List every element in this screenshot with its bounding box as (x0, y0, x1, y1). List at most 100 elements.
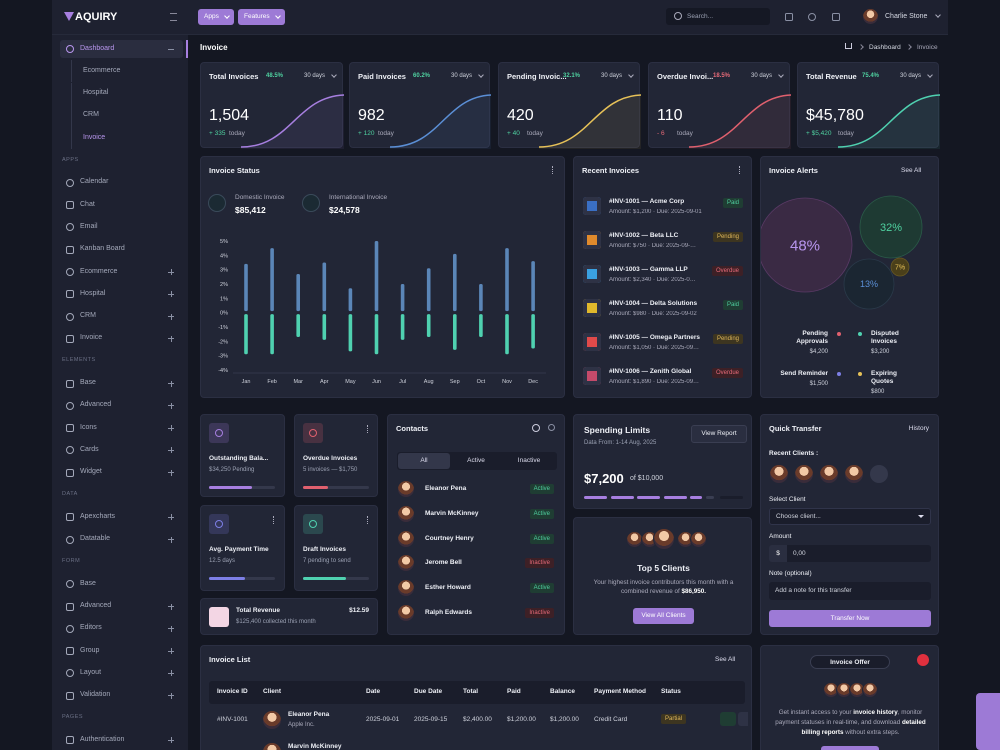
stat-delta-suffix: today (378, 130, 394, 137)
amount-input[interactable]: 0,00 (787, 545, 931, 562)
offer-button[interactable] (821, 746, 879, 750)
card-title: Invoice List (209, 655, 251, 664)
search-icon[interactable] (532, 424, 540, 432)
sidebar-item[interactable]: Widget (80, 468, 102, 476)
sidebar-item[interactable]: Ecommerce (80, 267, 118, 275)
sidebar-item[interactable]: Validation (80, 691, 111, 699)
stat-period[interactable]: 30 days (601, 72, 623, 79)
sidebar-item[interactable]: Base (80, 379, 96, 386)
sidebar-item[interactable]: Email (80, 222, 98, 230)
revenue-subtitle: $125,400 collected this month (236, 619, 316, 625)
topbar-icon[interactable] (832, 13, 840, 21)
sidebar-item[interactable]: Dashboard (80, 44, 115, 52)
see-all-link[interactable]: See All (715, 655, 736, 663)
top-menu-button[interactable]: Features (238, 9, 285, 25)
user-name[interactable]: Charlie Stone (885, 13, 928, 20)
sidebar-item[interactable]: Authentication (80, 735, 125, 743)
more-icon[interactable] (739, 166, 742, 174)
table-cell: $2,400.00 (463, 716, 492, 723)
recent-client-avatar[interactable] (820, 465, 838, 483)
sidebar-item[interactable]: Calendar (80, 178, 109, 186)
top-menu-button[interactable]: Apps (198, 9, 234, 25)
view-action[interactable] (720, 712, 736, 726)
settings-dock[interactable] (976, 693, 1000, 750)
sidebar-subitem[interactable]: CRM (83, 111, 99, 119)
sidebar-item[interactable]: Kanban Board (80, 245, 125, 253)
add-client-button[interactable] (870, 465, 888, 483)
menu-icon (66, 424, 74, 433)
user-avatar[interactable] (863, 9, 878, 24)
sidebar-item[interactable]: Datatable (80, 535, 110, 543)
sidebar-subitem[interactable]: Invoice (83, 133, 106, 141)
sidebar-item[interactable]: Group (80, 646, 100, 654)
sidebar-item[interactable]: Cards (80, 445, 99, 453)
expand-icon-v (170, 313, 172, 320)
sidebar-item[interactable]: CRM (80, 312, 96, 320)
note-input[interactable]: Add a note for this transfer (769, 582, 931, 600)
recent-client-avatar[interactable] (845, 465, 863, 483)
sidebar-item[interactable]: Chat (80, 200, 95, 208)
more-icon[interactable] (552, 166, 555, 174)
table-header-bg (209, 681, 745, 704)
invoice-title: #INV-1006 — Zenith Global (609, 368, 692, 375)
sidebar-item[interactable]: Layout (80, 668, 102, 676)
stat-period[interactable]: 30 days (304, 72, 326, 79)
history-link[interactable]: History (908, 424, 929, 432)
mini-subtitle: 7 pending to send (303, 558, 351, 564)
tab[interactable]: Inactive (517, 457, 541, 464)
table-cell: $1,200.00 (550, 716, 579, 723)
text-part: detailed billing reports (801, 719, 926, 736)
sidebar-subitem[interactable]: Ecommerce (83, 66, 121, 74)
recent-client-avatar[interactable] (770, 465, 788, 483)
sidebar-toggle[interactable] (170, 13, 177, 21)
sidebar-item[interactable]: Icons (80, 423, 97, 431)
table-header: Client (263, 688, 282, 695)
more-icon[interactable] (367, 516, 370, 524)
invoice-title: #INV-1002 — Beta LLC (609, 232, 679, 239)
stat-change: 60.2% (413, 72, 431, 79)
more-icon[interactable] (273, 516, 276, 524)
bar (374, 241, 379, 312)
x-tick-label: Jul (399, 379, 406, 385)
mini-icon-glyph (215, 429, 223, 437)
topbar-icon[interactable] (808, 13, 816, 21)
edit-action[interactable] (738, 712, 748, 726)
search-box[interactable]: Search... (666, 8, 770, 25)
sidebar-item[interactable]: Editors (80, 624, 102, 632)
stat-period[interactable]: 30 days (751, 72, 773, 79)
x-tick-label: Apr (320, 379, 329, 385)
spending-card: Spending Limits Data From: 1-14 Aug, 2025… (573, 414, 752, 509)
tab[interactable]: Active (467, 457, 485, 464)
tab-active[interactable]: All (398, 453, 450, 469)
sidebar-item[interactable]: Advanced (80, 401, 112, 409)
collapse-icon (168, 48, 174, 50)
more-icon[interactable] (367, 425, 370, 433)
x-tick-label: Dec (528, 379, 538, 385)
sparkline-line (389, 94, 491, 148)
view-report-button[interactable]: View Report (691, 425, 747, 443)
bubble (843, 258, 895, 310)
sidebar-item[interactable]: Advanced (80, 602, 112, 609)
sidebar-item[interactable]: Hospital (80, 289, 106, 297)
status-badge: Paid (722, 300, 743, 310)
crumb[interactable]: Dashboard (869, 43, 901, 51)
transfer-button[interactable]: Transfer Now (769, 610, 931, 627)
view-all-clients-button[interactable]: View All Clients (633, 608, 694, 624)
stat-period[interactable]: 30 days (451, 72, 473, 79)
sidebar-item[interactable]: Apexcharts (80, 512, 116, 520)
stat-period[interactable]: 30 days (900, 72, 922, 79)
sidebar-subitem[interactable]: Hospital (83, 89, 109, 97)
client-select[interactable]: Choose client... (769, 508, 931, 525)
stat-delta-suffix: today (527, 130, 543, 137)
table-header: Invoice ID (217, 688, 248, 695)
offer-text: Get instant access to your invoice histo… (769, 708, 932, 738)
stat-value: 982 (358, 107, 385, 124)
topbar-icon[interactable] (785, 13, 793, 21)
bar (479, 314, 483, 338)
see-all-link[interactable]: See All (901, 166, 922, 174)
status-badge: Active (529, 508, 554, 519)
sidebar-item[interactable]: Invoice (80, 334, 103, 342)
add-user-icon[interactable] (548, 424, 555, 431)
sidebar-item[interactable]: Base (80, 579, 96, 587)
recent-client-avatar[interactable] (795, 465, 813, 483)
